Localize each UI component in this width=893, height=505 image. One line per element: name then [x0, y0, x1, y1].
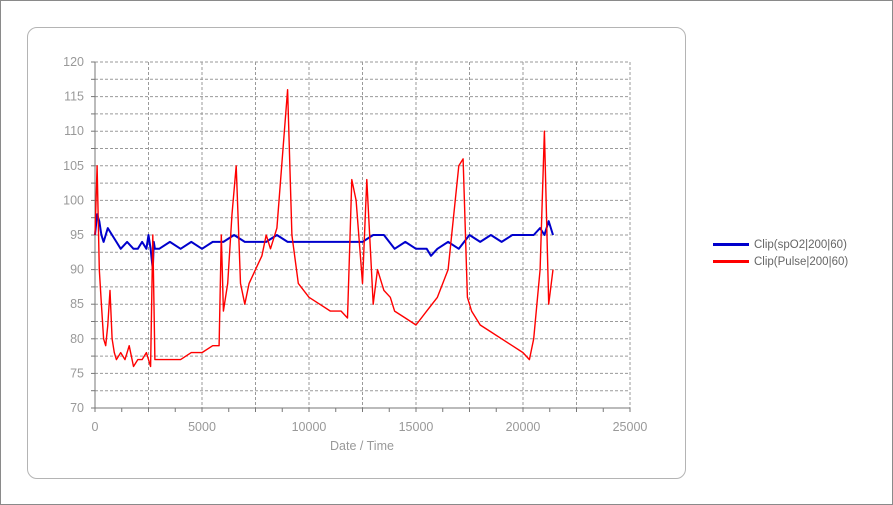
y-tick-label: 70 [70, 401, 84, 415]
legend-label-pulse: Clip(Pulse|200|60) [754, 255, 849, 268]
x-tick-label: 10000 [292, 420, 327, 434]
y-tick-label: 115 [64, 90, 84, 104]
x-tick-label: 25000 [613, 420, 648, 434]
y-tick-label: 85 [70, 297, 84, 311]
y-tick-label: 110 [64, 124, 84, 138]
legend-item-pulse: Clip(Pulse|200|60) [713, 253, 848, 270]
legend: Clip(spO2|200|60) Clip(Pulse|200|60) [713, 236, 848, 270]
legend-item-spo2: Clip(spO2|200|60) [713, 236, 848, 253]
x-tick-label: 0 [92, 420, 99, 434]
y-tick-label: 75 [70, 366, 84, 380]
y-tick-label: 80 [70, 332, 84, 346]
legend-swatch-spo2 [713, 243, 749, 246]
spo2-series-line [94, 213, 554, 271]
pulse-series-line [94, 88, 554, 368]
y-tick-label: 105 [63, 159, 84, 173]
legend-swatch-pulse [713, 260, 749, 263]
x-tick-label: 20000 [506, 420, 541, 434]
series-lines [94, 88, 554, 368]
legend-label-spo2: Clip(spO2|200|60) [754, 238, 847, 251]
x-tick-label: 15000 [399, 420, 434, 434]
x-tick-label: 5000 [188, 420, 216, 434]
y-tick-label: 120 [63, 55, 84, 69]
grid [95, 61, 631, 408]
x-axis-label: Date / Time [330, 439, 394, 453]
y-tick-label: 90 [70, 263, 84, 277]
y-tick-label: 100 [63, 193, 84, 207]
y-tick-label: 95 [70, 228, 84, 242]
tick-labels: 70 75 80 85 90 95 100 105 110 115 120 0 5000 10000 150… [63, 55, 647, 434]
